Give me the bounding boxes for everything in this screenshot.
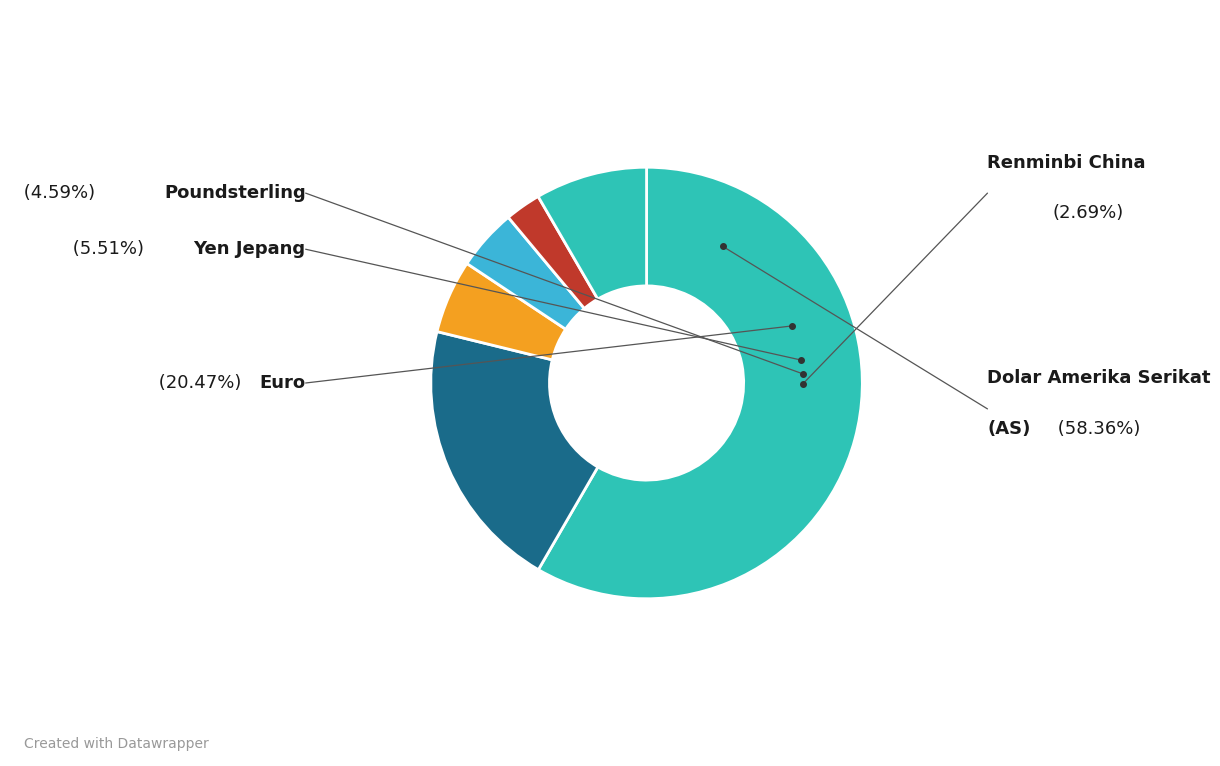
Wedge shape bbox=[538, 167, 647, 299]
Text: Yen Jepang: Yen Jepang bbox=[194, 241, 306, 258]
Text: Euro: Euro bbox=[260, 374, 306, 392]
Text: (5.51%): (5.51%) bbox=[67, 241, 144, 258]
Text: (4.59%): (4.59%) bbox=[18, 184, 95, 202]
Text: (AS): (AS) bbox=[987, 420, 1031, 437]
Text: Dolar Amerika Serikat: Dolar Amerika Serikat bbox=[987, 369, 1211, 388]
Wedge shape bbox=[437, 264, 566, 360]
Text: Created with Datawrapper: Created with Datawrapper bbox=[24, 737, 209, 751]
Text: (20.47%): (20.47%) bbox=[152, 374, 240, 392]
Text: (58.36%): (58.36%) bbox=[1052, 420, 1141, 437]
Text: Renminbi China: Renminbi China bbox=[987, 153, 1146, 172]
Wedge shape bbox=[538, 167, 863, 599]
Text: Poundsterling: Poundsterling bbox=[163, 184, 306, 202]
Wedge shape bbox=[509, 196, 598, 309]
Wedge shape bbox=[431, 332, 598, 570]
Wedge shape bbox=[467, 218, 584, 329]
Text: (2.69%): (2.69%) bbox=[1052, 204, 1124, 222]
